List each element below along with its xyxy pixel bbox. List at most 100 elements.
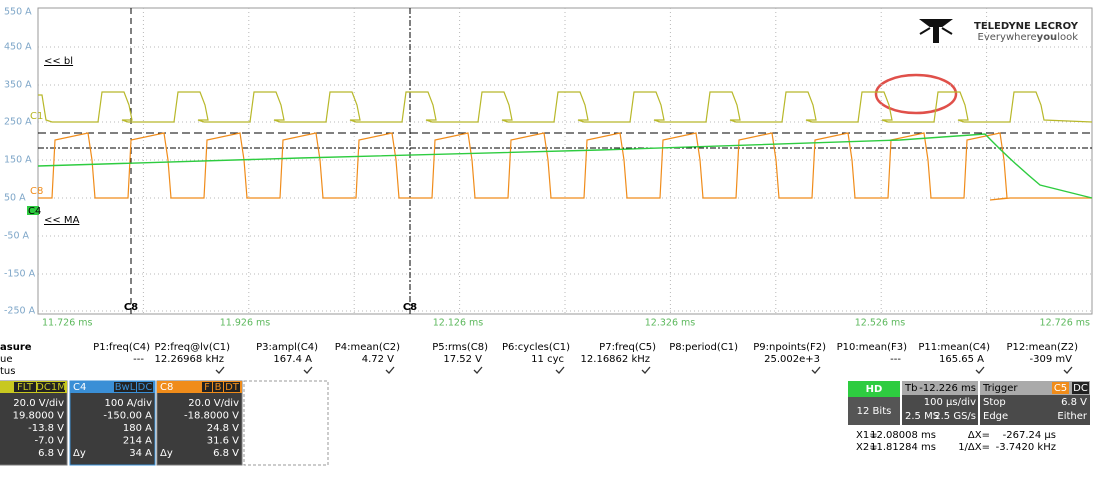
- channel-row-value: 6.8 V: [38, 448, 64, 459]
- cursor-readout: 1/ΔX=: [958, 442, 990, 453]
- channel-badge: [213, 382, 223, 392]
- channel-box: [0, 380, 68, 466]
- cursor-readout: -267.24 µs: [1003, 430, 1056, 441]
- y-axis-label: 350 A: [4, 80, 32, 91]
- channel-badge-text: BwL: [115, 382, 136, 393]
- tb-points: 2.5 MS: [905, 411, 939, 422]
- waveform-c8: [38, 132, 1092, 201]
- measure-row-label: asure: [0, 342, 32, 353]
- measure-name: P7:freq(C5): [599, 342, 656, 353]
- measure-value: 167.4 A: [273, 354, 312, 365]
- channel-row-value: 6.8 V: [213, 448, 239, 459]
- channel-badge: [137, 382, 153, 392]
- tb-header: [902, 381, 978, 395]
- channel-badge: [37, 382, 65, 392]
- channel-row-value: -150.00 A: [103, 411, 152, 422]
- status-icon: [641, 366, 651, 374]
- channel-row-value: 34 A: [129, 448, 152, 459]
- measure-name: P2:freq@lv(C1): [154, 342, 230, 353]
- channel-marker: C1: [30, 111, 43, 122]
- channel-row-value: 31.6 V: [207, 436, 239, 447]
- channel-badge: [224, 382, 240, 392]
- tb-label: Tb: [904, 383, 917, 394]
- y-axis-label: 150 A: [4, 155, 32, 166]
- bits-label: 12 Bits: [857, 406, 892, 417]
- channel-badge-text: DT: [225, 382, 240, 393]
- cursor-readout: 11.81284 ms: [870, 442, 936, 453]
- y-axis-label: -250 A: [4, 306, 36, 317]
- measure-value: 12.26968 kHz: [155, 354, 224, 365]
- measure-name: P9:npoints(F2): [753, 342, 826, 353]
- measure-value: 12.16862 kHz: [581, 354, 650, 365]
- y-axis-label: 50 A: [4, 193, 26, 204]
- highlight-ellipse: [874, 73, 958, 115]
- trace-label: << MA: [44, 215, 80, 226]
- status-icon: [385, 366, 395, 374]
- channel-row-value: 24.8 V: [207, 423, 239, 434]
- y-axis-label: 250 A: [4, 117, 32, 128]
- tb-delay: -12.226 ms: [919, 383, 976, 394]
- channel-row-value: -7.0 V: [34, 436, 64, 447]
- trigger-type: Edge: [983, 411, 1008, 422]
- measure-value: 165.65 A: [939, 354, 984, 365]
- channel-row-value: 180 A: [123, 423, 152, 434]
- trigger-label: Trigger: [982, 383, 1018, 394]
- measure-value: 25.002e+3: [764, 354, 820, 365]
- trigger-badge-text: C5: [1054, 383, 1067, 394]
- cursor-readout: -3.7420 kHz: [996, 442, 1056, 453]
- logo-mark: [919, 19, 953, 43]
- channel-row-value: -18.8000 V: [184, 411, 239, 422]
- cursor-label: C8: [403, 302, 417, 313]
- status-icon: [215, 366, 225, 374]
- x-axis-label: 12.326 ms: [645, 318, 696, 329]
- x-axis-label: 11.726 ms: [42, 318, 93, 329]
- measure-value: ---: [890, 354, 901, 365]
- channel-row-value: 19.8000 V: [13, 411, 65, 422]
- channel-row-value: 20.0 V/div: [13, 398, 64, 409]
- channel-marker: C8: [30, 186, 43, 197]
- measure-name: P11:mean(C4): [918, 342, 990, 353]
- channel-row-value: 20.0 V/div: [188, 398, 239, 409]
- channel-marker-box: [27, 206, 39, 215]
- channel-box: [156, 380, 243, 466]
- waveform-c1: [38, 91, 1093, 123]
- trigger-state: Stop: [983, 397, 1006, 408]
- x-axis-label: 12.726 ms: [1040, 318, 1091, 329]
- logo-tagline: Everywhereyoulook: [978, 32, 1079, 43]
- waveform-c4: [37, 133, 1093, 199]
- status-icon: [975, 366, 985, 374]
- tb-per-div: 100 µs/div: [924, 397, 976, 408]
- status-icon: [555, 366, 565, 374]
- channel-badge: [14, 382, 36, 392]
- trace-label: << bl: [44, 56, 73, 67]
- channel-badge-text: DC1M: [36, 382, 66, 393]
- status-icon: [811, 366, 821, 374]
- y-axis-label: -150 A: [4, 269, 36, 280]
- cursor-readout: X1=: [856, 430, 878, 441]
- tb-rate: 2.5 GS/s: [934, 411, 976, 422]
- measure-value: ---: [133, 354, 144, 365]
- x-axis-label: 12.126 ms: [433, 318, 484, 329]
- channel-badge-text: DC: [138, 382, 153, 393]
- status-icon: [1063, 366, 1073, 374]
- measure-value: 4.72 V: [362, 354, 394, 365]
- measure-name: P6:cycles(C1): [502, 342, 570, 353]
- channel-box: [69, 380, 156, 466]
- measure-name: P10:mean(F3): [837, 342, 907, 353]
- trigger-slope: Either: [1057, 411, 1088, 422]
- measure-value: 11 cyc: [531, 354, 564, 365]
- measure-row-label: tus: [0, 366, 15, 377]
- cursor-label: C8: [124, 302, 138, 313]
- trigger-level: 6.8 V: [1061, 397, 1087, 408]
- x-axis-label: 11.926 ms: [220, 318, 271, 329]
- channel-badge: [114, 382, 136, 392]
- channel-row-value: 100 A/div: [104, 398, 152, 409]
- hd-box: [848, 381, 900, 397]
- channel-row-label: Δy: [73, 448, 86, 459]
- channel-name: C4: [73, 382, 86, 393]
- y-axis-label: -50 A: [4, 231, 30, 242]
- trigger-badge: [1052, 382, 1069, 394]
- channel-row-label: Δy: [160, 448, 173, 459]
- measure-name: P5:rms(C8): [432, 342, 488, 353]
- channel-badge-text: FLT: [17, 382, 34, 393]
